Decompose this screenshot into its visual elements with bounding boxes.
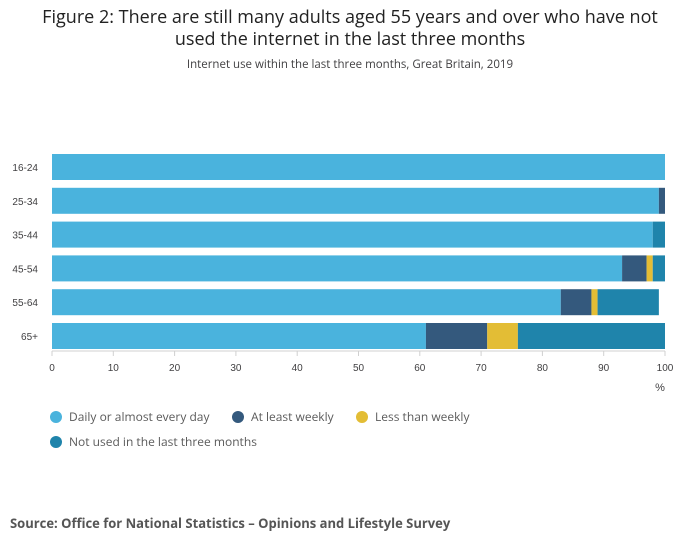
legend-item-weekly[interactable]: At least weekly [232,408,334,425]
bar-segment[interactable] [591,289,598,316]
chart-title: Figure 2: There are still many adults ag… [42,5,658,51]
y-axis-labels: 16-24 25-34 35-44 45-54 55-64 65+ [12,163,38,343]
legend-item-less-weekly[interactable]: Less than weekly [356,408,469,425]
bar-segment[interactable] [52,289,561,316]
x-tick-label: 0 [49,363,55,374]
y-tick-label: 65+ [21,332,38,343]
bar-segment[interactable] [52,221,653,248]
legend-dot-less-weekly [356,410,368,423]
legend-item-daily[interactable]: Daily or almost every day [50,408,209,425]
x-tick-label: 100 [657,363,674,374]
bar-segment[interactable] [52,154,665,180]
legend-item-not-used[interactable]: Not used in the last three months [50,433,257,450]
bar-segment[interactable] [597,289,659,316]
y-tick-label: 55-64 [12,298,38,309]
bar-segment[interactable] [622,255,647,282]
x-axis-label: % [655,382,665,394]
x-tick-label: 50 [353,363,365,374]
legend-dot-daily [50,410,62,423]
bar-segment[interactable] [52,323,426,349]
bar-segment[interactable] [52,187,659,214]
bar-segment[interactable] [52,255,623,282]
x-tick-label: 30 [230,363,242,374]
source-note: Source: Office for National Statistics –… [10,514,451,532]
x-tick-label: 70 [476,363,488,374]
x-tick-label: 80 [537,363,549,374]
bar-segment[interactable] [658,187,665,214]
bar-segment[interactable] [652,255,665,282]
bar-segment[interactable] [646,255,653,282]
x-tick-label: 20 [169,363,181,374]
bars-group [52,154,665,349]
x-tick-label: 90 [598,363,610,374]
x-tick-label: 10 [108,363,120,374]
legend-dot-weekly [232,410,244,423]
chart-subtitle: Internet use within the last three month… [186,57,514,72]
y-tick-label: 45-54 [12,264,38,275]
bar-segment[interactable] [487,323,518,349]
stacked-bar-chart: 16-24 25-34 35-44 45-54 55-64 65+ 0 10 20 30 40 50… [12,154,674,394]
bar-segment[interactable] [560,289,592,316]
x-axis-ticks: 0 10 20 30 40 50 60 70 80 90 100 [49,351,674,374]
legend-label-weekly: At least weekly [251,408,334,425]
x-tick-label: 60 [414,363,426,374]
bar-segment[interactable] [652,221,665,248]
x-tick-label: 40 [292,363,304,374]
bar-segment[interactable] [425,323,488,349]
y-tick-label: 16-24 [12,163,38,174]
legend-label-less-weekly: Less than weekly [375,408,470,425]
y-tick-label: 25-34 [12,197,38,208]
legend-label-not-used: Not used in the last three months [69,433,257,450]
y-tick-label: 35-44 [12,231,38,242]
bar-segment[interactable] [517,323,665,349]
legend-label-daily: Daily or almost every day [69,408,210,425]
legend-dot-not-used [50,435,62,448]
